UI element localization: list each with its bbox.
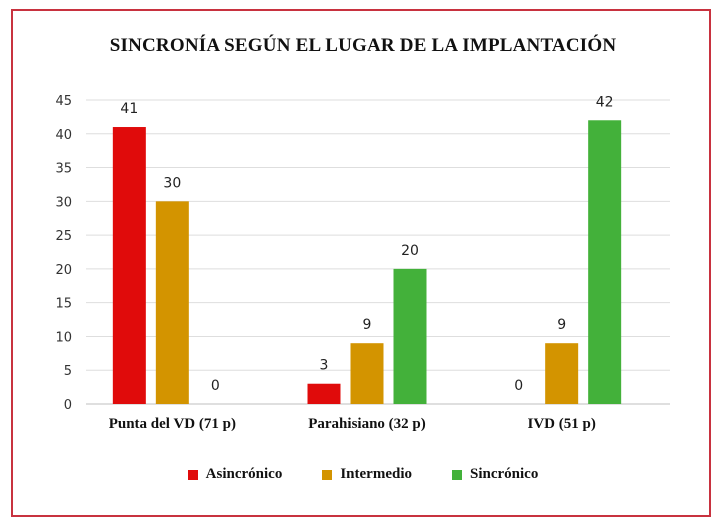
legend-item-asincronico: Asincrónico [187, 466, 283, 483]
category-label: Punta del VD (71 p) [109, 416, 236, 432]
y-tick-label: 15 [55, 297, 72, 312]
data-label: 9 [363, 317, 372, 333]
legend-label: Intermedio [340, 466, 412, 482]
bar [350, 343, 384, 404]
bar [155, 201, 189, 404]
bars [112, 120, 622, 405]
bar [307, 383, 341, 404]
y-tick-label: 20 [55, 263, 72, 278]
bar [393, 268, 427, 404]
y-tick-label: 30 [55, 195, 72, 210]
legend-swatch [187, 469, 198, 480]
legend-swatch [451, 469, 462, 480]
category-label: IVD (51 p) [527, 416, 595, 432]
category-labels: Punta del VD (71 p) Parahisiano (32 p) IVD… [109, 416, 596, 432]
chart-title: SINCRONÍA SEGÚN EL LUGAR DE LA IMPLANTAC… [109, 35, 617, 56]
y-tick-label: 40 [55, 128, 72, 143]
y-tick-label: 5 [64, 364, 72, 379]
y-tick-label: 25 [55, 229, 72, 244]
y-axis-ticks: 0 5 10 15 20 25 30 35 40 45 [55, 94, 72, 413]
y-tick-label: 35 [55, 162, 72, 177]
legend-item-intermedio: Intermedio [322, 466, 412, 483]
legend-label: Asincrónico [205, 466, 283, 482]
data-labels: 41 30 0 3 9 20 0 9 42 [120, 94, 613, 394]
y-tick-label: 0 [64, 398, 72, 413]
data-label: 3 [320, 358, 329, 374]
data-label: 30 [163, 175, 181, 191]
data-label: 41 [120, 101, 138, 117]
data-label: 0 [514, 378, 523, 394]
legend-label: Sincrónico [469, 466, 539, 482]
bar [588, 120, 622, 405]
data-label: 0 [211, 378, 220, 394]
legend: Asincrónico Intermedio Sincrónico [0, 466, 726, 483]
y-tick-label: 10 [55, 330, 72, 345]
y-tick-label: 45 [55, 94, 72, 109]
bar [545, 343, 579, 404]
legend-swatch [322, 469, 333, 480]
data-label: 9 [557, 317, 566, 333]
data-label: 20 [401, 243, 419, 259]
legend-item-sincronico: Sincrónico [451, 466, 539, 483]
bar [112, 127, 146, 405]
data-label: 42 [596, 94, 614, 110]
category-label: Parahisiano (32 p) [308, 416, 426, 432]
